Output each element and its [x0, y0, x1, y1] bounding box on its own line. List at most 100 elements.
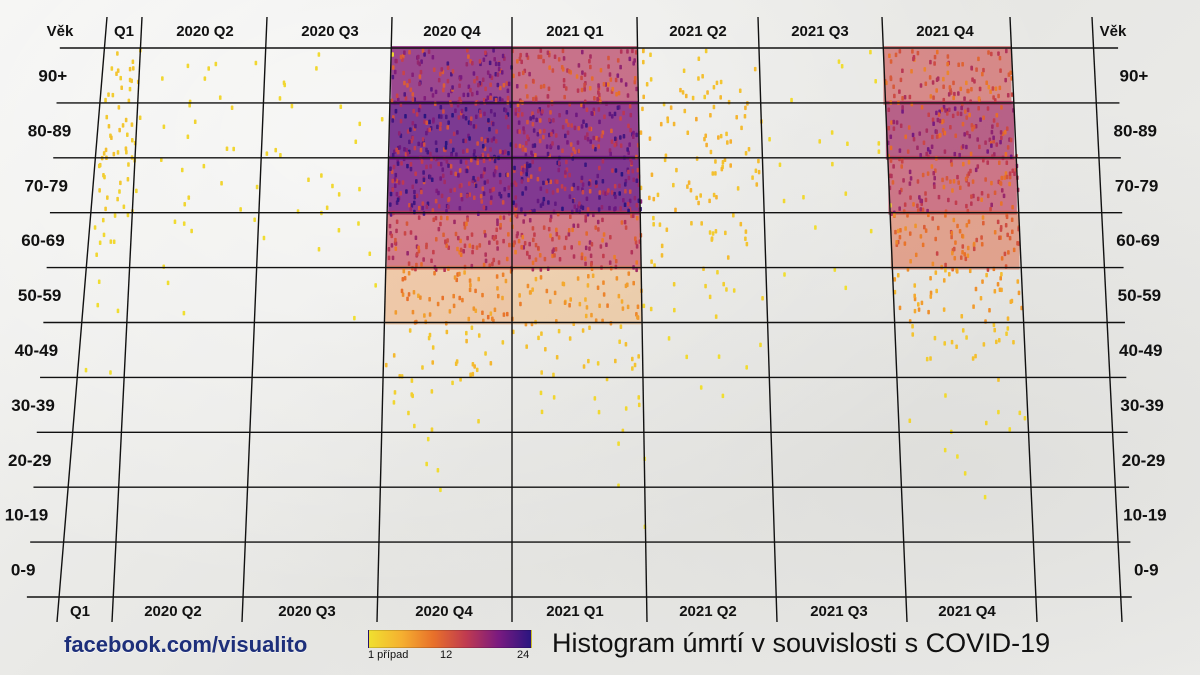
- data-point: [353, 315, 356, 321]
- data-point: [408, 139, 411, 145]
- data-point: [626, 201, 630, 207]
- data-point: [585, 196, 589, 201]
- data-point: [933, 61, 936, 66]
- data-point: [649, 77, 653, 82]
- data-point: [354, 139, 358, 144]
- data-point: [697, 76, 700, 81]
- data-point: [570, 186, 574, 192]
- data-point: [430, 389, 434, 394]
- data-point: [434, 89, 438, 95]
- data-point: [408, 50, 411, 55]
- data-point: [691, 95, 695, 101]
- data-point: [515, 83, 519, 89]
- data-point: [726, 140, 729, 145]
- data-point: [537, 245, 540, 251]
- data-point: [614, 358, 617, 364]
- data-point: [552, 395, 556, 400]
- data-point: [102, 232, 106, 238]
- data-point: [561, 48, 565, 54]
- data-point: [98, 240, 102, 245]
- data-point: [960, 314, 964, 319]
- data-point: [531, 260, 535, 266]
- data-point: [961, 233, 964, 239]
- data-point: [493, 158, 497, 164]
- data-point: [681, 90, 685, 95]
- data-point: [577, 125, 581, 131]
- data-point: [98, 188, 101, 193]
- data-point: [947, 107, 951, 112]
- data-point: [119, 180, 122, 186]
- data-point: [982, 220, 985, 226]
- data-point: [582, 103, 586, 109]
- data-point: [406, 129, 410, 134]
- data-point: [974, 167, 978, 173]
- data-point: [399, 102, 403, 108]
- data-point: [116, 196, 119, 202]
- data-point: [896, 228, 900, 234]
- data-point: [547, 103, 550, 108]
- data-point: [606, 303, 609, 308]
- data-point: [525, 140, 528, 146]
- data-point: [629, 112, 633, 118]
- data-point: [936, 117, 940, 123]
- data-point: [944, 213, 947, 218]
- data-point: [615, 91, 618, 97]
- data-point: [494, 139, 498, 144]
- data-point: [500, 70, 504, 75]
- row-header-right: Věk: [1100, 23, 1127, 40]
- data-point: [735, 114, 739, 120]
- data-point: [1011, 204, 1014, 210]
- data-point: [374, 283, 377, 288]
- data-point: [916, 203, 919, 208]
- data-point: [528, 218, 532, 223]
- data-point: [983, 494, 987, 500]
- data-point: [495, 240, 499, 245]
- data-point: [421, 365, 424, 370]
- grid-line-v: [1009, 16, 1038, 623]
- data-point: [1004, 152, 1008, 157]
- data-point: [996, 122, 999, 128]
- data-point: [745, 365, 748, 370]
- data-point: [481, 77, 485, 83]
- row-header-left: Věk: [47, 23, 74, 40]
- data-point: [892, 126, 896, 131]
- data-point: [980, 197, 983, 202]
- source-link[interactable]: facebook.com/visualito: [64, 632, 308, 657]
- data-point: [368, 251, 372, 257]
- data-point: [1023, 415, 1027, 421]
- data-point: [673, 307, 676, 313]
- data-point: [413, 209, 416, 215]
- data-point: [465, 338, 468, 344]
- data-point: [570, 152, 574, 158]
- data-point: [919, 152, 922, 158]
- data-point: [572, 182, 576, 188]
- data-point: [473, 149, 476, 154]
- data-point: [317, 247, 321, 252]
- data-point: [961, 328, 965, 333]
- quarter-label-top: Q1: [114, 23, 134, 40]
- data-point: [488, 240, 491, 245]
- data-point: [493, 169, 497, 174]
- data-point: [274, 147, 278, 153]
- data-point: [580, 75, 583, 81]
- data-point: [538, 253, 542, 258]
- data-point: [432, 249, 435, 255]
- data-point: [609, 320, 613, 326]
- data-point: [598, 190, 602, 195]
- data-point: [512, 73, 515, 79]
- data-point: [973, 79, 976, 84]
- data-point: [570, 123, 573, 128]
- data-point: [388, 202, 392, 207]
- data-point: [116, 308, 120, 314]
- data-point: [474, 288, 477, 294]
- data-point: [717, 354, 721, 359]
- data-point: [1000, 201, 1003, 206]
- data-point: [469, 87, 472, 93]
- data-point: [660, 243, 664, 249]
- data-point: [650, 172, 654, 177]
- data-point: [982, 115, 985, 120]
- data-point: [464, 116, 468, 121]
- data-point: [942, 84, 945, 89]
- data-point: [963, 252, 967, 257]
- data-point: [581, 189, 585, 195]
